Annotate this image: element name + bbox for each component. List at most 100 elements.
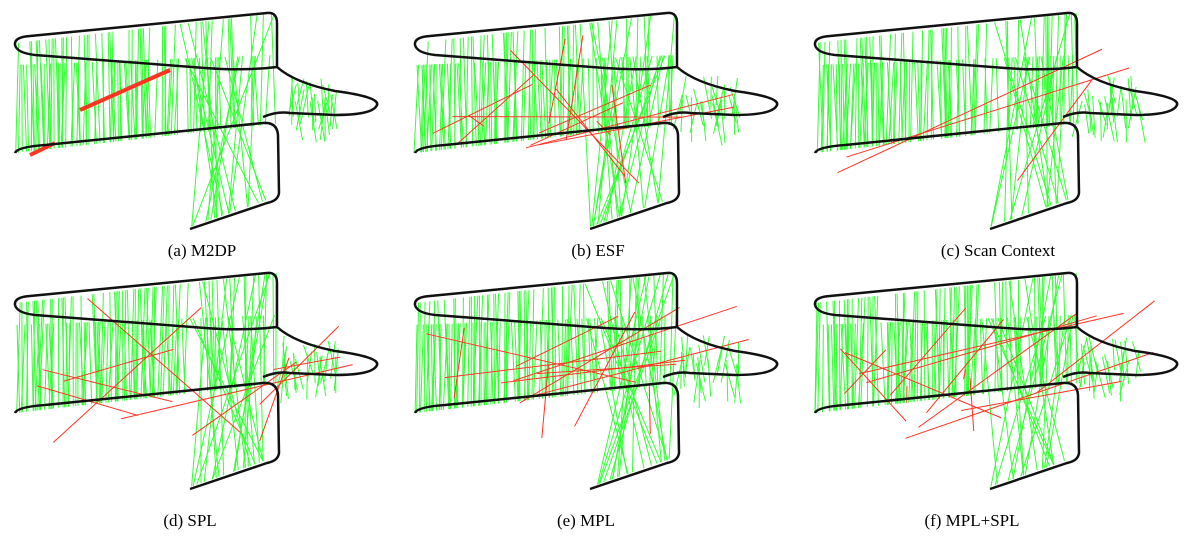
match-line (914, 291, 916, 401)
correspondences (815, 273, 1141, 487)
match-line (532, 289, 534, 399)
caption: (d) SPL (163, 511, 216, 530)
match-line (878, 63, 879, 146)
match-line (424, 302, 425, 412)
match-line (203, 22, 222, 216)
match-line (1121, 86, 1126, 128)
match-line (59, 63, 60, 148)
match-line (571, 319, 574, 395)
match-line (66, 37, 67, 147)
match-line (86, 35, 87, 145)
match-line (995, 22, 1051, 205)
match-line (120, 61, 121, 141)
match-line (1018, 280, 1019, 390)
match-line (855, 298, 859, 409)
match-line (836, 324, 837, 410)
match-line (184, 283, 188, 394)
match-line (158, 286, 163, 397)
match-line (954, 286, 959, 397)
match-line (187, 58, 189, 133)
match-line (1011, 281, 1012, 391)
match-line (491, 62, 492, 144)
figure: (a) M2DP (b) ESF (c) Scan Context (d) SP… (0, 0, 1192, 539)
match-line (562, 286, 563, 396)
match-line (831, 324, 833, 410)
match-line (137, 289, 139, 399)
match-line (118, 61, 119, 141)
correspondences (817, 13, 1145, 227)
match-line (1035, 278, 1036, 388)
match-line (561, 26, 563, 136)
match-line (650, 316, 651, 386)
match-line (533, 320, 537, 399)
match-line (830, 64, 831, 151)
match-line (81, 295, 82, 405)
match-line (1006, 281, 1008, 391)
match-line (717, 336, 724, 374)
match-line (664, 315, 665, 384)
match-line (1005, 58, 1009, 222)
panel (15, 13, 377, 229)
correspondences (17, 273, 339, 486)
match-line (539, 288, 543, 399)
match-line (563, 319, 566, 396)
match-line (1030, 57, 1033, 129)
match-line (292, 92, 293, 125)
match-line (568, 25, 569, 135)
match-line (18, 65, 20, 153)
match-line (713, 346, 722, 383)
correspondences (16, 13, 337, 226)
correspondences (414, 13, 740, 227)
match-line (696, 363, 705, 401)
match-line (827, 41, 830, 151)
match-line (417, 303, 419, 413)
panel (415, 273, 777, 489)
match-line (171, 285, 174, 395)
match-line (566, 319, 568, 396)
match-line (124, 290, 125, 400)
match-line (996, 58, 998, 132)
match-line (598, 20, 617, 224)
caption: (e) MPL (557, 511, 615, 530)
match-line (1138, 101, 1146, 142)
match-line (1117, 88, 1121, 116)
upper-inner (815, 305, 1077, 329)
match-line (855, 38, 857, 148)
match-line (1048, 16, 1049, 126)
caption: (b) ESF (571, 241, 624, 260)
match-line (260, 15, 263, 126)
match-line (455, 63, 456, 148)
caption: (f) MPL+SPL (924, 511, 1019, 530)
caption: (a) M2DP (168, 241, 236, 260)
false-line (844, 350, 885, 394)
match-line (155, 60, 158, 138)
match-line (166, 319, 171, 395)
correspondences (415, 273, 740, 484)
match-line (468, 297, 470, 407)
false-line (970, 378, 974, 431)
match-line (473, 296, 478, 407)
match-line (436, 64, 437, 150)
match-line (135, 289, 136, 399)
match-line (881, 322, 885, 405)
match-line (307, 355, 308, 400)
match-line (325, 353, 328, 382)
match-line (909, 61, 910, 142)
match-line (486, 62, 489, 145)
match-line (321, 79, 323, 119)
match-line (331, 341, 336, 378)
match-line (314, 94, 315, 122)
match-line (871, 63, 872, 147)
match-line (68, 297, 71, 407)
match-line (192, 21, 209, 227)
match-line (27, 65, 29, 152)
upper-inner (15, 305, 277, 329)
match-line (23, 65, 26, 152)
match-line (1010, 14, 1070, 220)
panel (15, 273, 377, 489)
match-line (421, 325, 424, 413)
match-line (558, 320, 561, 397)
panel (815, 13, 1177, 229)
match-line (466, 37, 468, 147)
match-line (991, 278, 1033, 487)
